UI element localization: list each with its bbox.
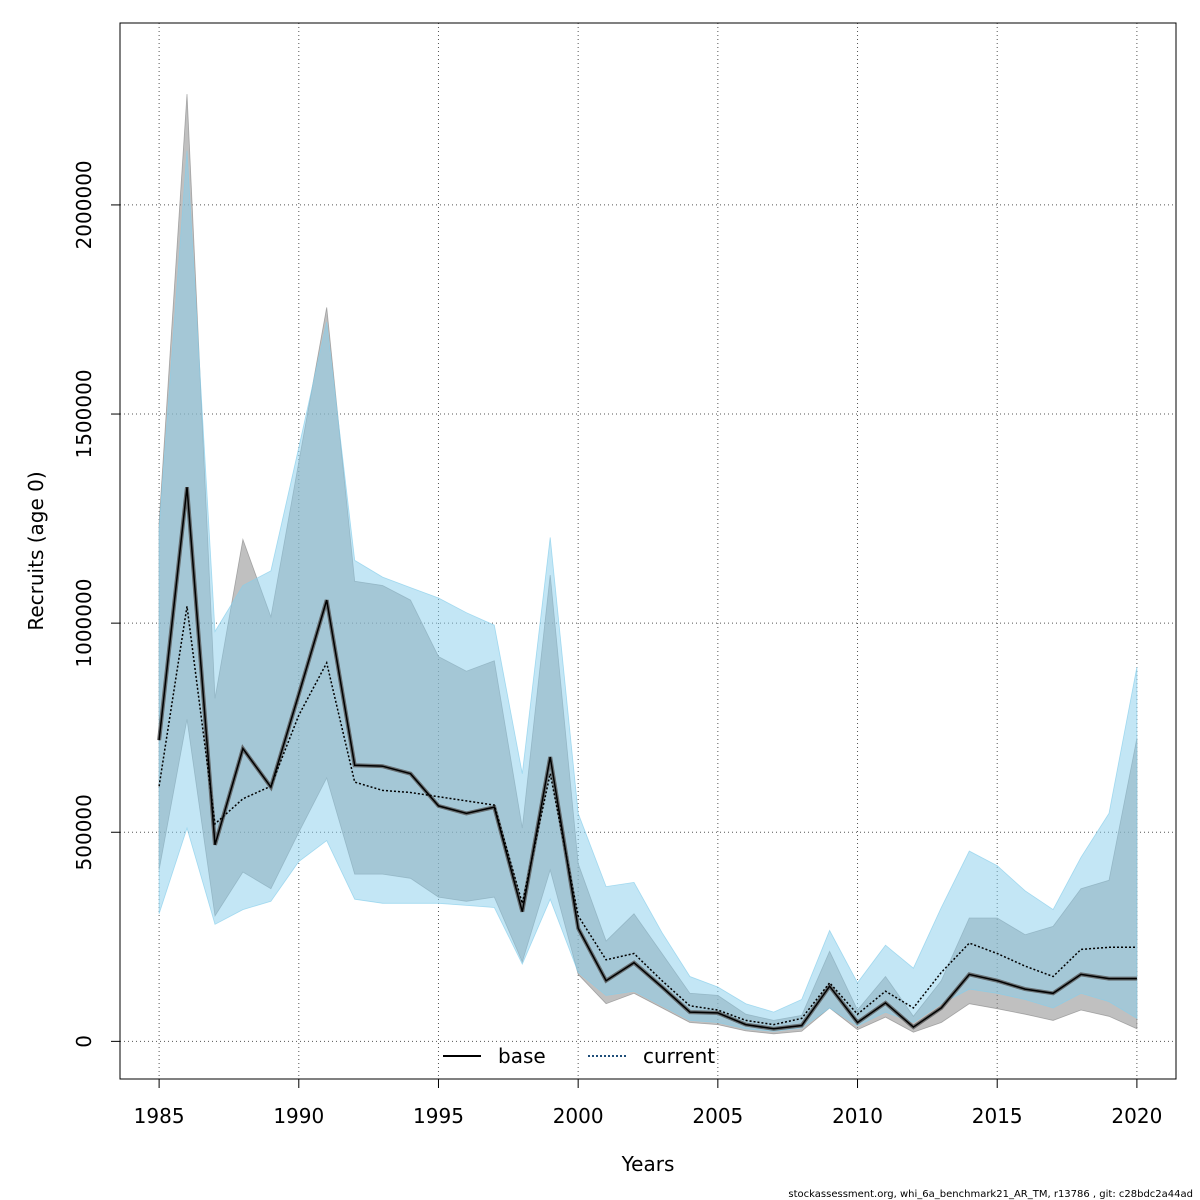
x-tick-label-4: 2005: [692, 1104, 743, 1128]
y-tick-label-0: 0: [72, 1035, 96, 1048]
y-tick-label-1: 500000: [72, 794, 96, 870]
footer-credit: stockassessment.org, whi_6a_benchmark21_…: [788, 1189, 1193, 1200]
axes: 1985 1990 1995 2000 2005 2010 2015 2020 0 500000 1…: [72, 160, 1162, 1128]
series-lines: [157, 486, 1137, 1031]
x-tick-label-2: 1995: [413, 1104, 464, 1128]
legend: base current: [443, 1044, 715, 1068]
x-tick-label-3: 2000: [553, 1104, 604, 1128]
y-axis-title: Recruits (age 0): [24, 471, 48, 630]
x-tick-label-1: 1990: [273, 1104, 324, 1128]
x-axis-title: Years: [621, 1152, 675, 1176]
confidence-bands: [158, 94, 1138, 1035]
band-current: [158, 150, 1138, 1032]
line-current: [158, 606, 1137, 1026]
y-tick-label-4: 2000000: [72, 160, 96, 249]
legend-label-base: base: [498, 1044, 546, 1068]
x-tick-label-0: 1985: [134, 1104, 185, 1128]
y-tick-label-3: 1500000: [72, 369, 96, 458]
x-tick-label-5: 2010: [832, 1104, 883, 1128]
x-tick-label-7: 2020: [1111, 1104, 1162, 1128]
y-tick-label-2: 1000000: [72, 579, 96, 668]
line-base: [158, 487, 1137, 1030]
x-tick-label-6: 2015: [972, 1104, 1023, 1128]
legend-label-current: current: [643, 1044, 715, 1068]
